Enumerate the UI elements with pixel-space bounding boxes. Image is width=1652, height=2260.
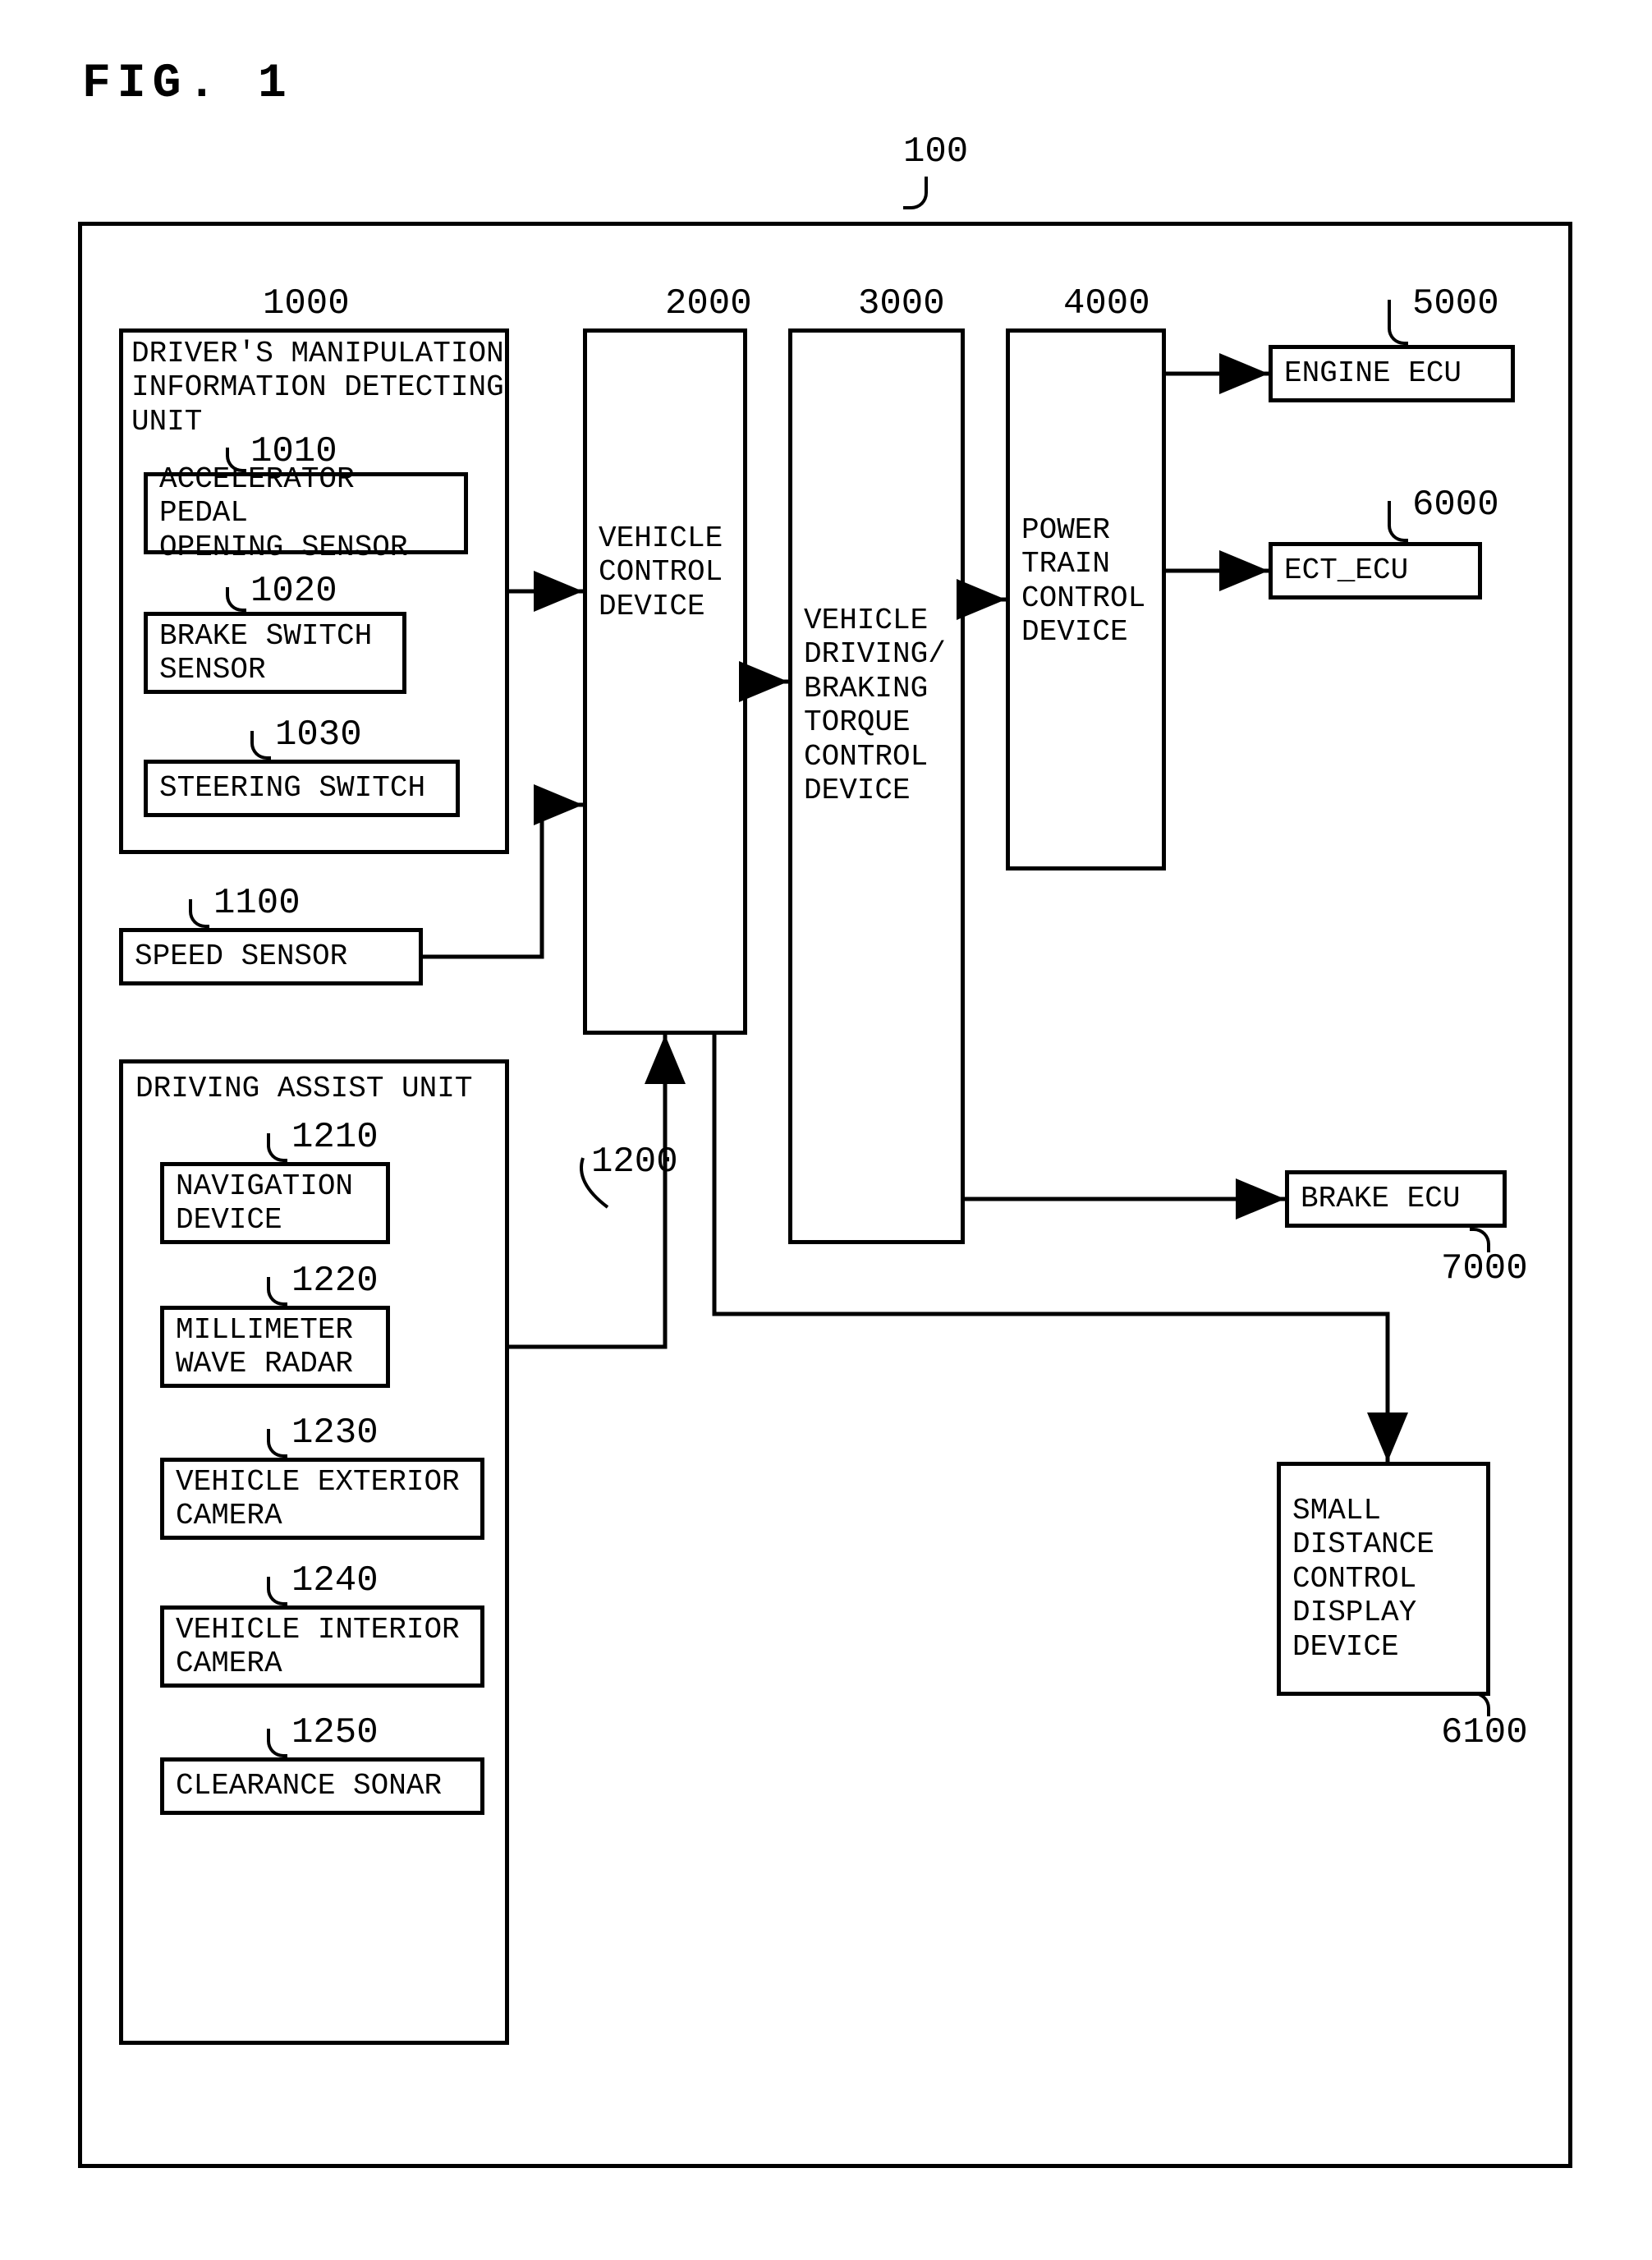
ref-6100: 6100 [1441,1712,1528,1753]
ref-3000: 3000 [858,283,945,324]
brake-switch-sensor: BRAKE SWITCH SENSOR [144,612,406,694]
ref-7000: 7000 [1441,1248,1528,1289]
vehicle-control-device: VEHICLE CONTROL DEVICE [583,328,747,1035]
torque-control-device: VEHICLE DRIVING/ BRAKING TORQUE CONTROL … [788,328,965,1244]
ref-1240: 1240 [291,1560,379,1601]
ref-2000: 2000 [665,283,752,324]
ref-1220: 1220 [291,1261,379,1302]
ref-6000-lead [1388,501,1408,542]
ref-1250: 1250 [291,1712,379,1753]
ref-1100: 1100 [213,883,301,924]
ref-4000: 4000 [1063,283,1150,324]
driving-assist-title: DRIVING ASSIST UNIT [135,1072,472,1105]
vehicle-interior-camera: VEHICLE INTERIOR CAMERA [160,1605,484,1688]
engine-ecu: ENGINE ECU [1269,345,1515,402]
navigation-device: NAVIGATION DEVICE [160,1162,390,1244]
steering-switch: STEERING SWITCH [144,760,460,817]
ref-1030: 1030 [275,714,362,756]
speed-sensor: SPEED SENSOR [119,928,423,985]
driver-manipulation-title: DRIVER'S MANIPULATION INFORMATION DETECT… [131,337,504,439]
ref-5000-lead [1388,300,1408,345]
ref-100-lead [903,177,928,209]
ref-6000: 6000 [1412,485,1499,526]
ect-ecu: ECT_ECU [1269,542,1482,599]
ref-1020: 1020 [250,571,337,612]
figure-label: FIG. 1 [82,57,293,111]
display-device: SMALL DISTANCE CONTROL DISPLAY DEVICE [1277,1462,1490,1696]
ref-1000: 1000 [263,283,350,324]
clearance-sonar: CLEARANCE SONAR [160,1757,484,1815]
accelerator-pedal-sensor: ACCELERATOR PEDAL OPENING SENSOR [144,472,468,554]
ref-5000: 5000 [1412,283,1499,324]
ref-1230: 1230 [291,1412,379,1454]
powertrain-control-device: POWER TRAIN CONTROL DEVICE [1006,328,1166,870]
ref-1200: 1200 [591,1141,678,1183]
ref-100: 100 [903,131,968,172]
vehicle-exterior-camera: VEHICLE EXTERIOR CAMERA [160,1458,484,1540]
brake-ecu: BRAKE ECU [1285,1170,1507,1228]
ref-1210: 1210 [291,1117,379,1158]
millimeter-wave-radar: MILLIMETER WAVE RADAR [160,1306,390,1388]
